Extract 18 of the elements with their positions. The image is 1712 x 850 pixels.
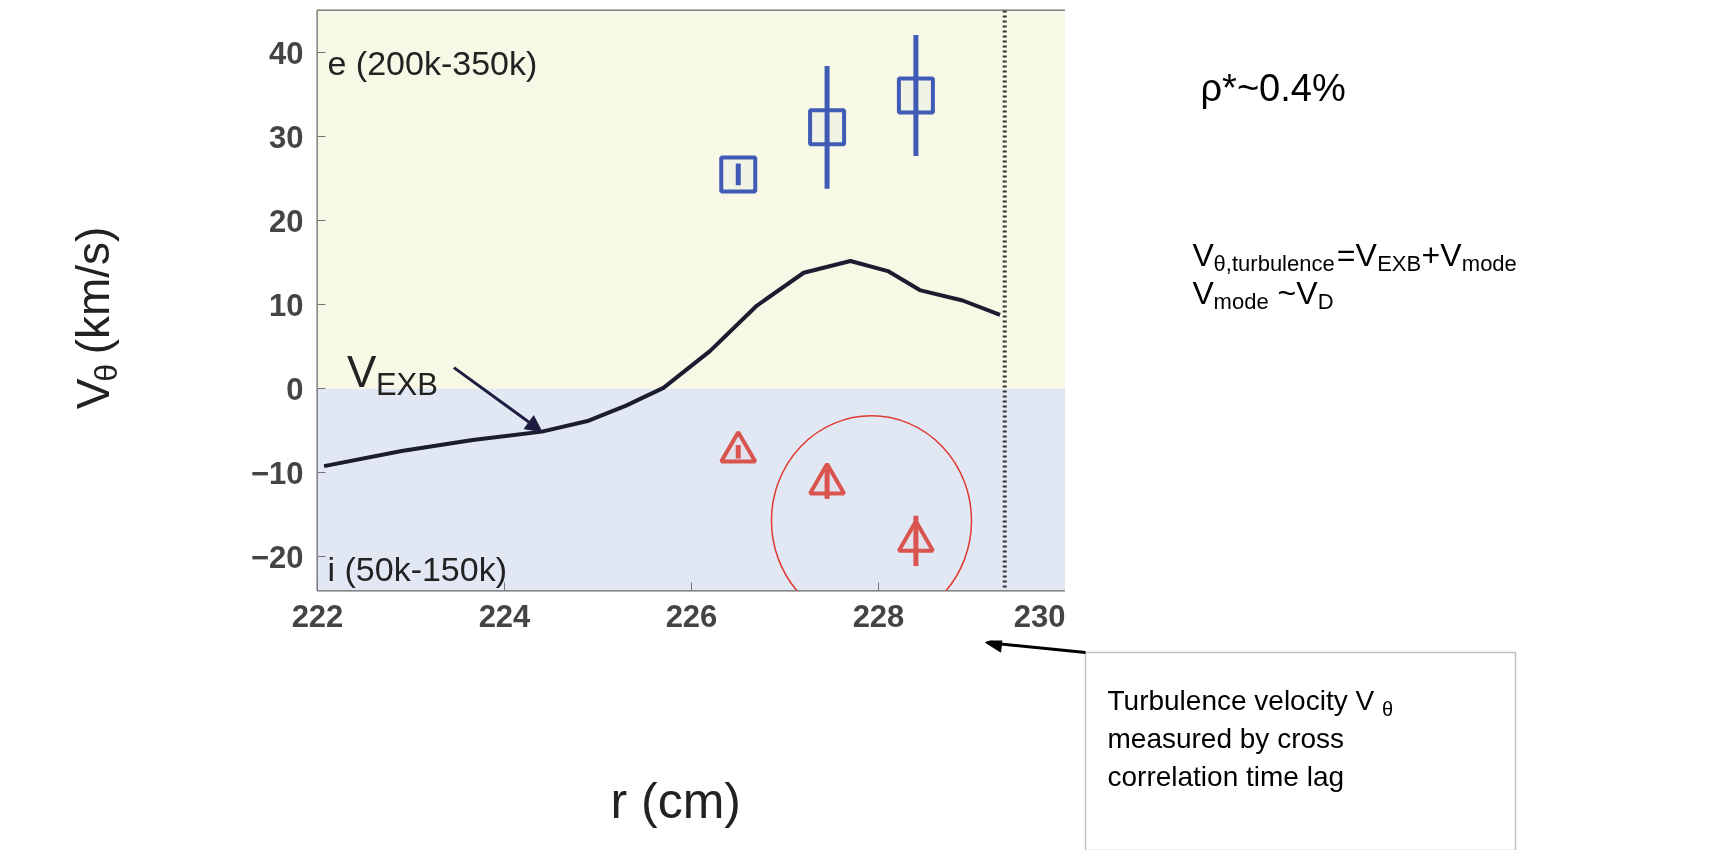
y-axis-title: Vθ (km/s)	[66, 226, 125, 410]
x-tick-label: 228	[852, 598, 905, 634]
y-tick-label: −20	[250, 539, 304, 575]
y-tick-label: 0	[286, 371, 304, 407]
y-tick-label: −10	[250, 455, 304, 491]
line-series	[322, 258, 1003, 469]
x-tick-label: 226	[665, 598, 718, 634]
y-tick-label: 20	[269, 203, 304, 239]
band-label: i (50k-150k)	[327, 549, 508, 588]
band-label: e (200k-350k)	[327, 43, 538, 82]
y-tick-label: 30	[269, 119, 304, 155]
y-tick-label: 40	[269, 35, 304, 71]
x-tick-label: 222	[291, 598, 344, 634]
y-tick-label: 10	[269, 287, 304, 323]
x-tick-label: 224	[478, 598, 532, 634]
x-tick-label: 230	[1013, 598, 1066, 634]
x-axis-title: r (cm)	[610, 772, 741, 829]
text: ρ*~0.4%	[1200, 67, 1346, 110]
